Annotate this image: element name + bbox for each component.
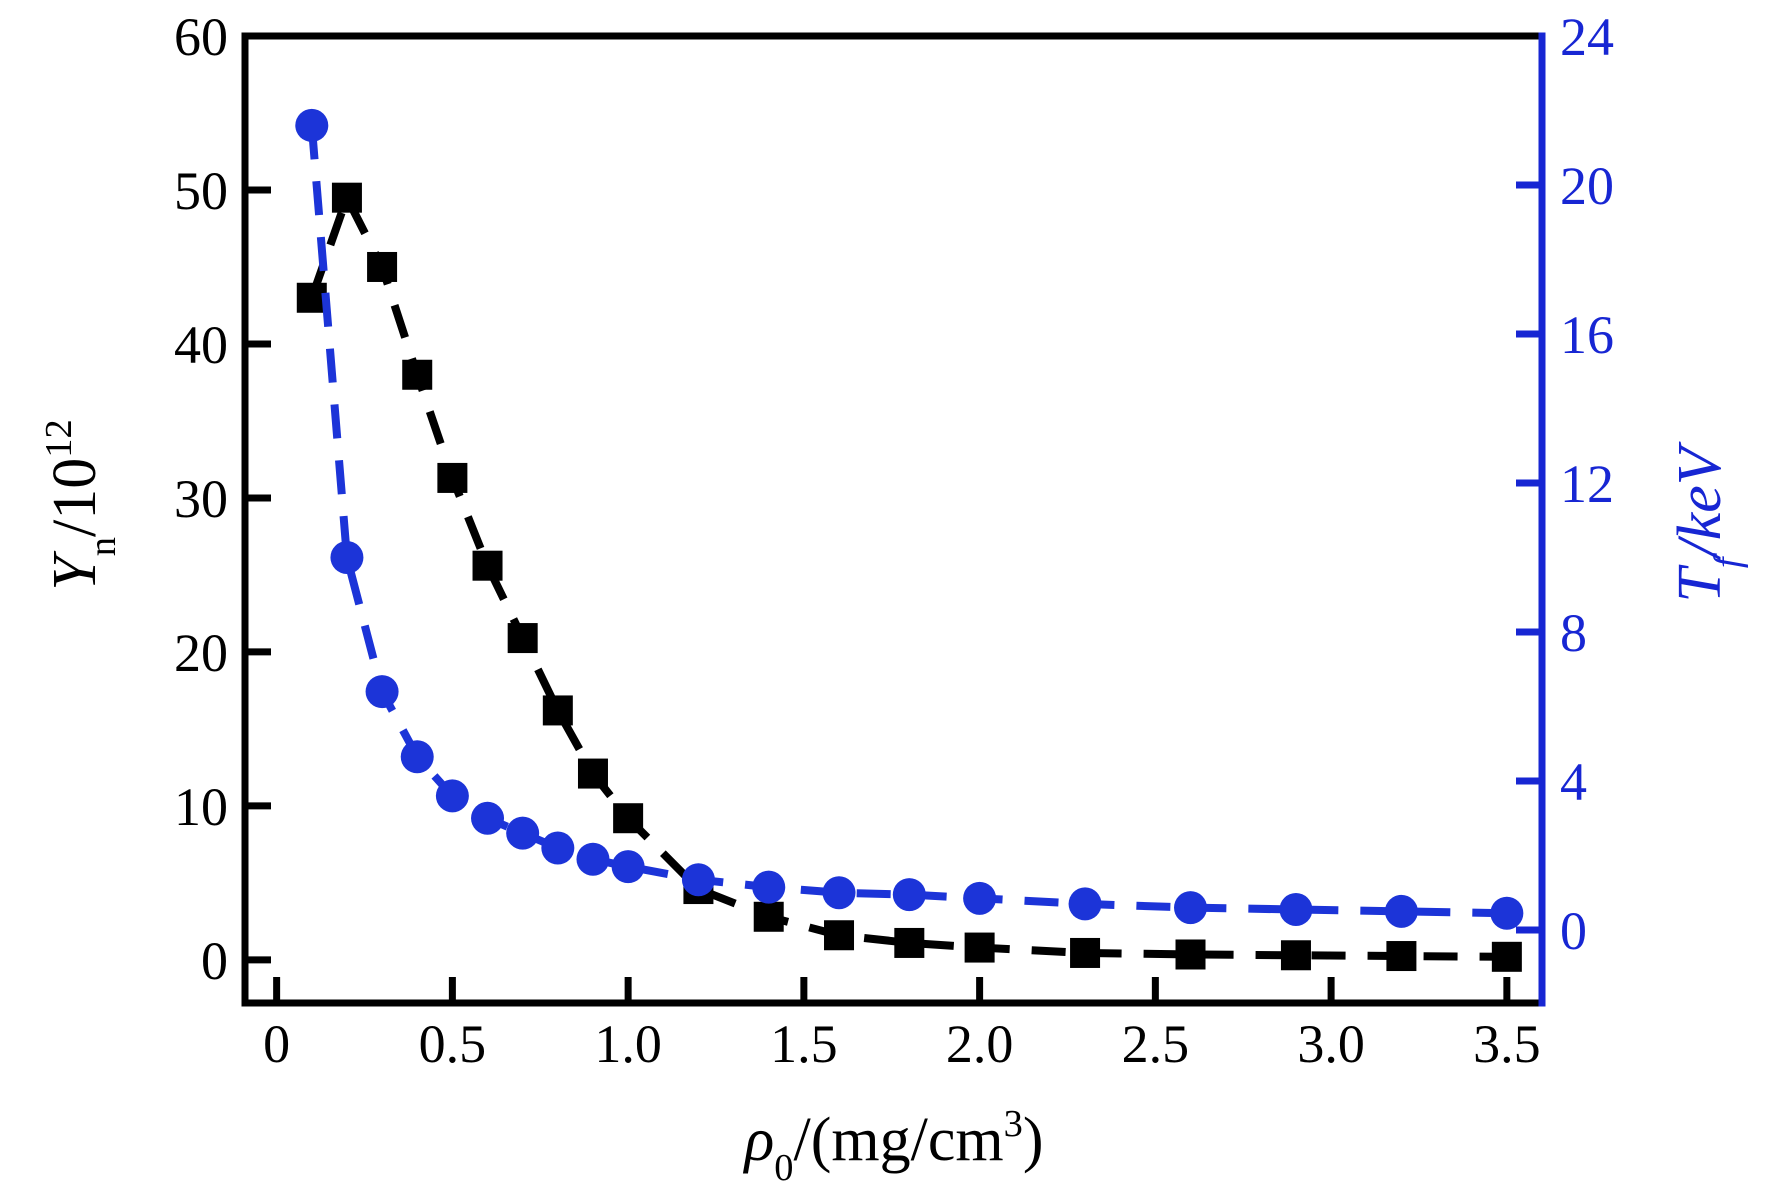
right-axis-tick-labels: 0 4 8 12 16 20 24: [1560, 7, 1614, 961]
marker-circle-x0.7: [506, 816, 540, 850]
marker-square-x1: [613, 803, 644, 834]
left-tick-label-50: 50: [174, 161, 228, 221]
series-ion-temperature-line: [307, 125, 1507, 918]
right-tick-label-12: 12: [1560, 454, 1614, 514]
x-tick-label-0: 0: [263, 1014, 290, 1074]
marker-circle-x3.2: [1384, 894, 1418, 928]
x-axis-title-sup: 3: [1003, 1103, 1023, 1146]
left-axis-title-sub: n: [82, 536, 125, 557]
marker-circle-x0.5: [435, 779, 469, 813]
right-tick-label-0: 0: [1560, 901, 1587, 961]
left-axis-title-mid: /10: [41, 457, 109, 537]
x-tick-label-1.0: 1.0: [594, 1014, 662, 1074]
right-tick-label-16: 16: [1560, 305, 1614, 365]
marker-circle-x1.6: [822, 876, 856, 910]
marker-square-x0.1: [296, 282, 327, 313]
right-tick-label-4: 4: [1560, 752, 1587, 812]
marker-square-x3.2: [1386, 941, 1417, 972]
left-axis-title: Yn/1012: [38, 419, 124, 591]
x-tick-label-3.5: 3.5: [1473, 1014, 1541, 1074]
x-axis-tick-labels: 0 0.5 1.0 1.5 2.0 2.5 3.0 3.5: [263, 1014, 1540, 1074]
right-tick-label-8: 8: [1560, 603, 1587, 663]
x-tick-label-3.0: 3.0: [1297, 1014, 1365, 1074]
marker-circle-x1.2: [681, 863, 715, 897]
x-axis-title-var: ρ: [744, 1106, 775, 1174]
right-axis-title-sub: f: [1707, 557, 1750, 569]
marker-square-x1.8: [894, 927, 925, 958]
x-axis-title-end: ): [1022, 1106, 1044, 1174]
x-axis-title: ρ0/(mg/cm3): [744, 1105, 1044, 1187]
marker-square-x2: [964, 932, 995, 963]
marker-square-x0.7: [507, 623, 538, 654]
marker-circle-x0.2: [330, 540, 364, 574]
marker-circle-x0.9: [576, 842, 610, 876]
marker-circle-x2.6: [1174, 891, 1208, 925]
x-axis-title-mid: /(mg/cm: [793, 1106, 1004, 1174]
series-ion-temperature-markers: [295, 108, 1524, 930]
left-tick-label-30: 30: [174, 469, 228, 529]
marker-circle-x2.9: [1279, 893, 1313, 927]
right-tick-label-24: 24: [1560, 7, 1614, 67]
right-axis-title-mid: /keV: [1666, 447, 1734, 558]
left-axis-title-var: Y: [41, 556, 109, 591]
marker-circle-x2: [963, 881, 997, 915]
x-axis-title-sub: 0: [774, 1147, 794, 1187]
left-tick-label-60: 60: [174, 7, 228, 67]
marker-square-x3.5: [1491, 941, 1522, 972]
series-neutron-yield: [296, 182, 1522, 972]
left-axis-tick-labels: 0 10 20 30 40 50 60: [174, 7, 228, 991]
series-ion-temperature: [295, 108, 1524, 930]
x-tick-label-2.0: 2.0: [946, 1014, 1014, 1074]
frame-black-spines: [241, 32, 1542, 1007]
left-axis-ticks: [245, 186, 271, 964]
marker-circle-x1.4: [752, 870, 786, 904]
marker-circle-x0.1: [295, 108, 329, 142]
marker-square-x0.3: [367, 251, 398, 282]
x-tick-label-2.5: 2.5: [1122, 1014, 1190, 1074]
plot-frame: [241, 32, 1546, 1007]
right-tick-label-20: 20: [1560, 156, 1614, 216]
right-axis-title: Tf/keV: [1666, 447, 1749, 603]
right-axis-title-var: T: [1666, 568, 1734, 603]
left-axis-title-sup: 12: [38, 419, 81, 458]
marker-circle-x1.8: [892, 878, 926, 912]
marker-circle-x3.5: [1490, 896, 1524, 930]
marker-square-x0.4: [402, 359, 433, 390]
left-tick-label-10: 10: [174, 777, 228, 837]
marker-square-x0.5: [437, 462, 468, 493]
marker-square-x0.8: [542, 695, 573, 726]
marker-circle-x1: [611, 850, 645, 884]
x-tick-label-0.5: 0.5: [419, 1014, 487, 1074]
marker-circle-x0.8: [541, 831, 575, 865]
left-tick-label-40: 40: [174, 315, 228, 375]
marker-square-x0.6: [472, 550, 503, 581]
marker-square-x0.2: [331, 182, 362, 213]
marker-square-x2.6: [1175, 939, 1206, 970]
marker-circle-x2.3: [1068, 887, 1102, 921]
right-axis-ticks: [1516, 181, 1542, 934]
marker-square-x1.6: [824, 920, 855, 951]
series-neutron-yield-line: [308, 187, 1507, 961]
marker-square-x1.4: [753, 901, 784, 932]
series-neutron-yield-markers: [296, 182, 1522, 972]
marker-circle-x0.3: [365, 675, 399, 709]
x-tick-label-1.5: 1.5: [770, 1014, 838, 1074]
marker-square-x2.9: [1280, 940, 1311, 971]
marker-circle-x0.6: [471, 801, 505, 835]
marker-square-x0.9: [577, 758, 608, 789]
x-axis-ticks: [273, 977, 1511, 1003]
marker-square-x2.3: [1070, 937, 1101, 968]
marker-circle-x0.4: [400, 740, 434, 774]
left-tick-label-20: 20: [174, 623, 228, 683]
left-tick-label-0: 0: [201, 931, 228, 991]
